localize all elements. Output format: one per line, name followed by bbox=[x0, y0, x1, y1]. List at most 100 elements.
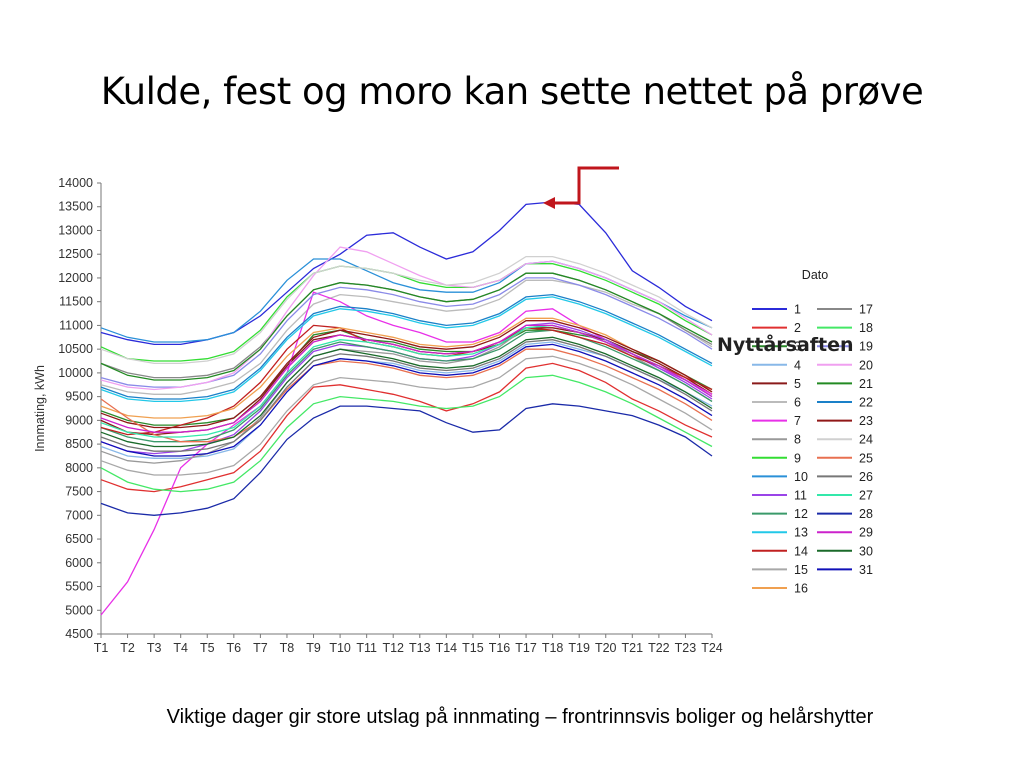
legend-label-7: 7 bbox=[794, 414, 801, 428]
x-tick-label: T24 bbox=[701, 641, 723, 655]
x-tick-label: T7 bbox=[253, 641, 268, 655]
y-tick-label: 10500 bbox=[58, 342, 93, 356]
legend-label-3: 3 bbox=[794, 340, 801, 354]
x-tick-label: T18 bbox=[542, 641, 564, 655]
series-line-6 bbox=[100, 279, 713, 395]
series-line-24 bbox=[100, 255, 713, 365]
x-tick-label: T14 bbox=[436, 641, 458, 655]
chart-frame: 4500 5000 5500 6000 6500 7000 7500 8000 8500 9000… bbox=[8, 153, 906, 691]
series-line-1 bbox=[100, 201, 713, 346]
x-tick-label: T22 bbox=[648, 641, 670, 655]
series-line-2 bbox=[100, 362, 713, 493]
y-tick-label: 8000 bbox=[65, 461, 93, 475]
x-tick-label: T17 bbox=[515, 641, 537, 655]
series-line-12 bbox=[100, 329, 713, 443]
legend-label-10: 10 bbox=[794, 470, 808, 484]
legend-label-2: 2 bbox=[794, 321, 801, 335]
legend-label-11: 11 bbox=[794, 489, 807, 503]
y-tick-label: 4500 bbox=[65, 627, 93, 641]
y-tick-label: 6500 bbox=[65, 532, 93, 546]
legend-label-15: 15 bbox=[794, 563, 808, 577]
legend-label-6: 6 bbox=[794, 396, 801, 410]
y-tick-label: 6000 bbox=[65, 556, 93, 570]
x-tick-label: T13 bbox=[409, 641, 431, 655]
y-tick-label: 11000 bbox=[59, 318, 93, 332]
x-tick-label: T11 bbox=[356, 641, 377, 655]
legend-label-19: 19 bbox=[859, 340, 873, 354]
x-tick-label: T1 bbox=[94, 641, 109, 655]
legend-label-31: 31 bbox=[859, 563, 873, 577]
legend-label-5: 5 bbox=[794, 377, 801, 391]
legend-label-17: 17 bbox=[859, 303, 873, 317]
legend-title: Dato bbox=[802, 268, 828, 282]
legend-label-1: 1 bbox=[794, 303, 801, 317]
line-chart: 4500 5000 5500 6000 6500 7000 7500 8000 8500 9000… bbox=[33, 166, 873, 655]
x-tick-label: T4 bbox=[173, 641, 188, 655]
annotation-arrow bbox=[543, 166, 619, 209]
series-line-23 bbox=[100, 320, 713, 429]
x-tick-label: T8 bbox=[280, 641, 295, 655]
y-tick-label: 10000 bbox=[58, 366, 93, 380]
legend-label-8: 8 bbox=[794, 433, 801, 447]
y-tick-label: 12500 bbox=[58, 247, 93, 261]
legend-label-14: 14 bbox=[794, 544, 808, 558]
x-tick-label: T15 bbox=[462, 641, 484, 655]
slide-title: Kulde, fest og moro kan sette nettet på … bbox=[100, 70, 924, 113]
series-line-28 bbox=[100, 403, 713, 516]
series-line-30 bbox=[100, 336, 713, 448]
x-tick-label: T9 bbox=[306, 641, 321, 655]
y-tick-label: 13500 bbox=[58, 200, 93, 214]
series-line-15 bbox=[100, 355, 713, 476]
y-tick-label: 7500 bbox=[65, 485, 93, 499]
series-layer bbox=[100, 201, 713, 616]
legend-label-13: 13 bbox=[794, 526, 808, 540]
series-line-13 bbox=[100, 296, 713, 403]
legend-label-4: 4 bbox=[794, 358, 801, 372]
legend-label-9: 9 bbox=[794, 451, 801, 465]
y-axis-title: Innmating, kWh bbox=[33, 365, 47, 452]
series-line-25 bbox=[100, 348, 713, 443]
y-tick-label: 8500 bbox=[65, 437, 93, 451]
series-line-9 bbox=[100, 263, 713, 362]
arrow-head-icon bbox=[543, 197, 555, 209]
legend-label-23: 23 bbox=[859, 414, 873, 428]
series-line-19 bbox=[100, 277, 713, 388]
legend-label-20: 20 bbox=[859, 358, 873, 372]
x-tick-label: T10 bbox=[329, 641, 351, 655]
series-line-21 bbox=[100, 272, 713, 381]
x-tick-label: T19 bbox=[568, 641, 590, 655]
slide-caption: Viktige dager gir store utslag på innmat… bbox=[166, 706, 874, 728]
x-tick-label: T16 bbox=[489, 641, 511, 655]
legend-label-18: 18 bbox=[859, 321, 873, 335]
legend-label-16: 16 bbox=[794, 582, 808, 596]
x-tick-label: T6 bbox=[227, 641, 242, 655]
legend-label-21: 21 bbox=[859, 377, 873, 391]
series-line-26 bbox=[100, 339, 713, 452]
x-tick-label: T3 bbox=[147, 641, 162, 655]
arrow-line bbox=[553, 166, 619, 205]
legend-label-24: 24 bbox=[859, 433, 873, 447]
y-tick-label: 13000 bbox=[58, 223, 93, 237]
series-line-22 bbox=[100, 293, 713, 400]
y-tick-label: 11500 bbox=[59, 295, 93, 309]
legend-label-28: 28 bbox=[859, 507, 873, 521]
series-line-18 bbox=[100, 374, 713, 493]
y-tick-label: 7000 bbox=[65, 508, 93, 522]
legend-label-27: 27 bbox=[859, 489, 873, 503]
x-tick-label: T5 bbox=[200, 641, 215, 655]
y-tick-label: 12000 bbox=[58, 271, 93, 285]
y-tick-label: 9500 bbox=[65, 390, 93, 404]
x-tick-label: T21 bbox=[622, 641, 644, 655]
series-line-16 bbox=[100, 317, 713, 419]
legend-label-29: 29 bbox=[859, 526, 873, 540]
y-tick-label: 5000 bbox=[65, 603, 93, 617]
x-tick-label: T20 bbox=[595, 641, 617, 655]
legend-label-30: 30 bbox=[859, 544, 873, 558]
annotation-label: Nyttårsaften bbox=[717, 334, 854, 356]
series-line-29 bbox=[100, 324, 713, 433]
legend-label-22: 22 bbox=[859, 396, 873, 410]
y-tick-label: 5500 bbox=[65, 580, 93, 594]
y-tick-label: 9000 bbox=[65, 413, 93, 427]
legend: Dato123456789101112131415161718192021222… bbox=[752, 268, 873, 596]
x-tick-label: T12 bbox=[382, 641, 404, 655]
